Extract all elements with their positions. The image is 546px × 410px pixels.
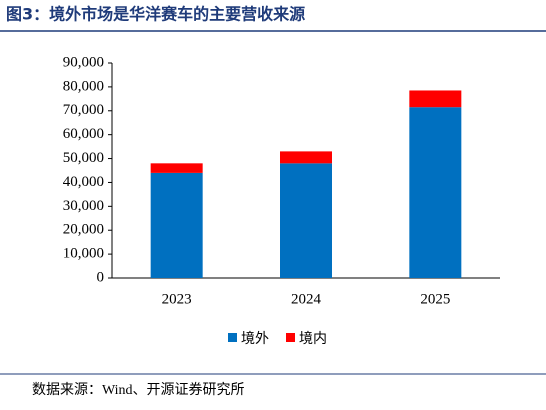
y-tick-label: 50,000 — [63, 150, 104, 166]
y-tick-label: 70,000 — [63, 102, 104, 118]
legend-swatch — [228, 333, 237, 342]
bar-segment — [150, 172, 203, 278]
chart-title: 图3：境外市场是华洋赛车的主要营收来源 — [6, 5, 305, 24]
y-tick-label: 0 — [97, 269, 105, 285]
y-tick-label: 40,000 — [63, 174, 104, 190]
legend-label: 境外 — [241, 331, 269, 347]
y-tick-label: 60,000 — [63, 126, 104, 142]
y-tick-label: 30,000 — [63, 198, 104, 214]
x-tick-label: 2025 — [420, 291, 450, 307]
y-tick-label: 90,000 — [63, 54, 104, 70]
source: 数据来源：Wind、开源证券研究所 — [32, 382, 245, 398]
y-tick-label: 80,000 — [63, 78, 104, 94]
y-tick-label: 20,000 — [63, 222, 104, 238]
bar-segment — [150, 163, 203, 173]
bar-segment — [280, 163, 332, 278]
legend-label: 境内 — [299, 331, 327, 347]
bar-segment — [280, 151, 332, 164]
x-tick-label: 2023 — [162, 291, 192, 307]
bar-segment — [409, 107, 462, 278]
y-tick-label: 10,000 — [63, 246, 104, 262]
x-tick-label: 2024 — [291, 291, 322, 307]
bar-segment — [409, 90, 462, 108]
legend-swatch — [286, 333, 295, 342]
